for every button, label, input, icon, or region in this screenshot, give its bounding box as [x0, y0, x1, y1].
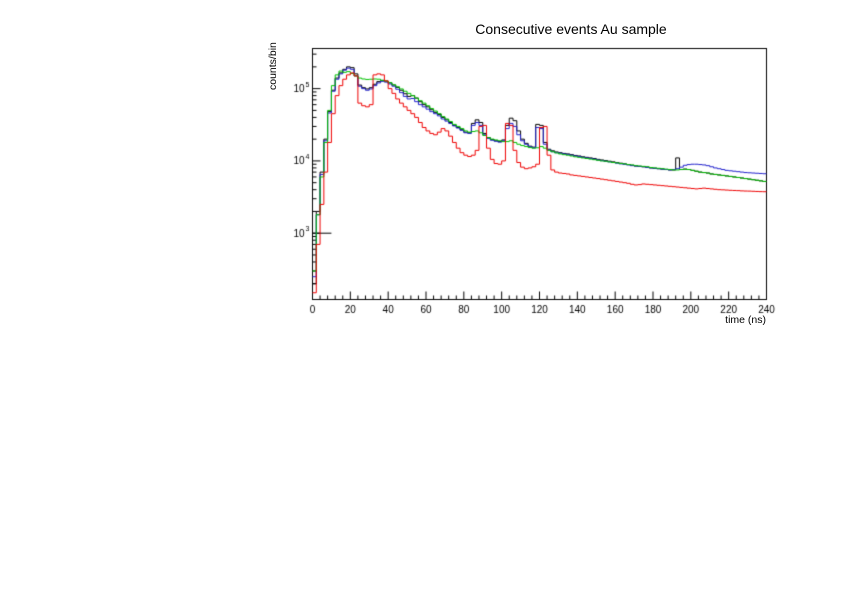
x-axis-label: time (ns) — [725, 314, 766, 326]
y-axis-label: counts/bin — [267, 42, 279, 90]
chart-title: Consecutive events Au sample — [475, 21, 667, 37]
